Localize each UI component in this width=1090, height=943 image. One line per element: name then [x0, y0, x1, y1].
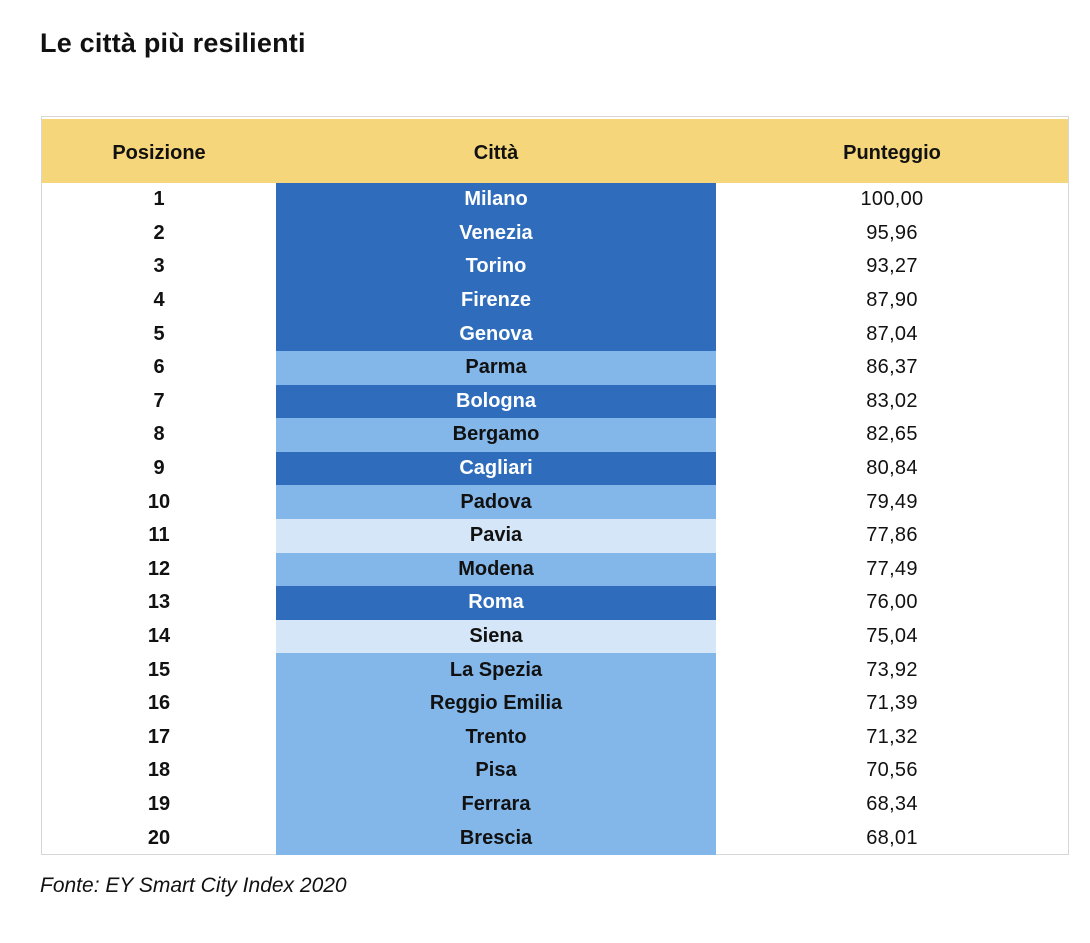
position-cell: 13 — [147, 591, 171, 614]
score-cell: 100,00 — [860, 188, 924, 211]
position-cell: 5 — [153, 322, 165, 345]
table-row: 10 Padova 79,49 — [42, 485, 1068, 519]
score-cell: 87,90 — [866, 289, 918, 312]
city-cell: Modena — [276, 552, 716, 587]
table-row: 19 Ferrara 68,34 — [42, 787, 1068, 822]
table-row: 12 Modena 77,49 — [42, 552, 1068, 587]
city-cell: Firenze — [276, 283, 716, 318]
score-cell: 87,04 — [866, 322, 918, 345]
header-position: Posizione — [112, 142, 206, 164]
table-row: 16 Reggio Emilia 71,39 — [42, 686, 1068, 721]
score-cell: 70,56 — [866, 759, 918, 782]
position-cell: 2 — [153, 221, 165, 244]
position-cell: 19 — [147, 792, 171, 815]
city-cell: Venezia — [276, 216, 716, 251]
score-cell: 75,04 — [866, 625, 918, 648]
score-cell: 71,39 — [866, 692, 918, 715]
position-cell: 7 — [153, 389, 165, 412]
city-cell: Roma — [276, 586, 716, 620]
city-cell: La Spezia — [276, 653, 716, 687]
position-cell: 11 — [148, 524, 170, 547]
score-cell: 79,49 — [866, 490, 918, 513]
table-row: 6 Parma 86,37 — [42, 350, 1068, 385]
header-city: Città — [473, 142, 519, 164]
city-cell: Pisa — [276, 754, 716, 788]
score-cell: 83,02 — [866, 389, 918, 412]
source-note: Fonte: EY Smart City Index 2020 — [40, 874, 347, 897]
city-cell: Reggio Emilia — [276, 686, 716, 721]
score-cell: 80,84 — [866, 457, 918, 480]
city-cell: Parma — [276, 350, 716, 385]
city-cell: Torino — [276, 250, 716, 284]
position-cell: 15 — [147, 658, 171, 681]
page-title: Le città più resilienti — [40, 28, 306, 58]
table-row: 5 Genova 87,04 — [42, 317, 1068, 351]
position-cell: 4 — [153, 289, 165, 312]
score-cell: 77,86 — [866, 524, 918, 547]
position-cell: 12 — [147, 557, 171, 580]
position-cell: 9 — [153, 457, 165, 480]
score-cell: 73,92 — [866, 658, 918, 681]
city-cell: Bergamo — [276, 418, 716, 452]
score-cell: 77,49 — [866, 557, 918, 580]
header-score: Punteggio — [843, 142, 941, 164]
position-cell: 16 — [147, 692, 171, 715]
table-row: 14 Siena 75,04 — [42, 619, 1068, 654]
score-cell: 93,27 — [866, 255, 918, 278]
position-cell: 10 — [147, 490, 171, 513]
score-cell: 86,37 — [866, 356, 918, 379]
position-cell: 18 — [147, 759, 171, 782]
city-cell: Milano — [276, 183, 716, 217]
city-cell: Padova — [276, 485, 716, 519]
position-cell: 6 — [153, 356, 165, 379]
table-row: 9 Cagliari 80,84 — [42, 451, 1068, 486]
table-row: 20 Brescia 68,01 — [42, 821, 1068, 855]
table-row: 3 Torino 93,27 — [42, 250, 1068, 284]
table-row: 2 Venezia 95,96 — [42, 216, 1068, 251]
table-row: 13 Roma 76,00 — [42, 586, 1068, 620]
score-cell: 76,00 — [866, 591, 918, 614]
score-cell: 71,32 — [866, 725, 918, 748]
city-cell: Genova — [276, 317, 716, 351]
city-cell: Brescia — [276, 821, 716, 855]
table-row: 1 Milano 100,00 — [42, 183, 1068, 217]
table-row: 8 Bergamo 82,65 — [42, 418, 1068, 452]
table-row: 18 Pisa 70,56 — [42, 754, 1068, 788]
position-cell: 8 — [153, 423, 165, 446]
position-cell: 20 — [147, 826, 171, 849]
position-cell: 3 — [153, 255, 165, 278]
city-cell: Pavia — [276, 518, 716, 553]
position-cell: 14 — [147, 625, 171, 648]
position-cell: 1 — [153, 188, 165, 211]
table-row: 7 Bologna 83,02 — [42, 384, 1068, 419]
table-row: 4 Firenze 87,90 — [42, 283, 1068, 318]
city-cell: Ferrara — [276, 787, 716, 822]
city-cell: Trento — [276, 720, 716, 755]
position-cell: 17 — [147, 725, 171, 748]
city-cell: Bologna — [276, 384, 716, 419]
table-row: 11 Pavia 77,86 — [42, 518, 1068, 553]
score-cell: 68,01 — [866, 826, 918, 849]
score-cell: 82,65 — [866, 423, 918, 446]
table-header-row: Posizione Città Punteggio — [42, 119, 1068, 183]
score-cell: 95,96 — [866, 221, 918, 244]
table-row: 15 La Spezia 73,92 — [42, 653, 1068, 687]
city-cell: Siena — [276, 619, 716, 654]
ranking-table: Posizione Città Punteggio 1 Milano 100,00 2… — [41, 116, 1069, 855]
score-cell: 68,34 — [866, 792, 918, 815]
table-body: 1 Milano 100,00 2 Venezia 95,96 3 Torino 93,27 4 F… — [42, 183, 1068, 855]
city-cell: Cagliari — [276, 451, 716, 486]
table-row: 17 Trento 71,32 — [42, 720, 1068, 755]
